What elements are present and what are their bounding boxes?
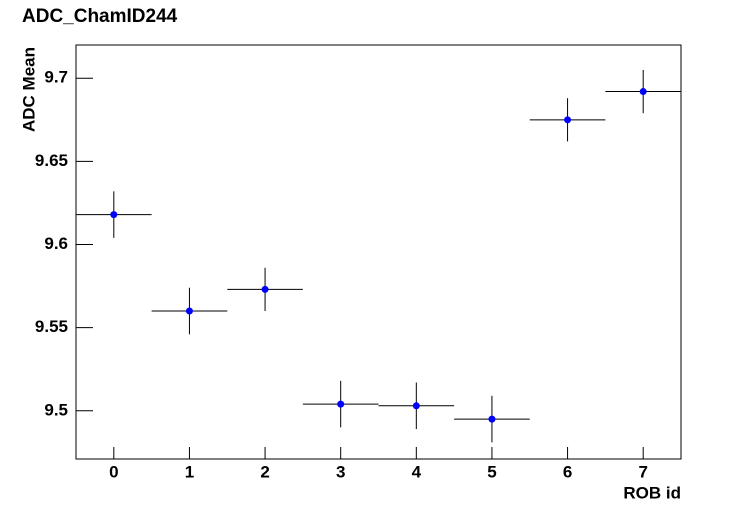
y-axis-title: ADC Mean (19, 47, 38, 132)
x-tick-label: 0 (109, 462, 118, 481)
x-tick-label: 6 (563, 462, 572, 481)
data-point (110, 211, 118, 219)
x-tick-label: 5 (487, 462, 496, 481)
chart-title: ADC_ChamID244 (22, 6, 178, 27)
data-point (639, 88, 647, 96)
plot-frame (75, 44, 682, 460)
y-tick-label: 9.7 (44, 68, 68, 87)
x-tick-label: 1 (185, 462, 194, 481)
y-tick-label: 9.5 (44, 400, 68, 419)
data-point (488, 415, 496, 423)
x-axis-title: ROB id (623, 483, 681, 502)
data-point (564, 116, 572, 124)
x-tick-label: 2 (260, 462, 269, 481)
x-tick-label: 4 (412, 462, 422, 481)
x-tick-label: 7 (638, 462, 647, 481)
y-tick-label: 9.55 (35, 317, 68, 336)
data-point (412, 402, 420, 410)
data-point (261, 285, 269, 293)
y-tick-label: 9.6 (44, 234, 68, 253)
x-tick-label: 3 (336, 462, 345, 481)
data-point (337, 400, 345, 408)
data-point (185, 307, 193, 315)
y-tick-label: 9.65 (35, 151, 68, 170)
